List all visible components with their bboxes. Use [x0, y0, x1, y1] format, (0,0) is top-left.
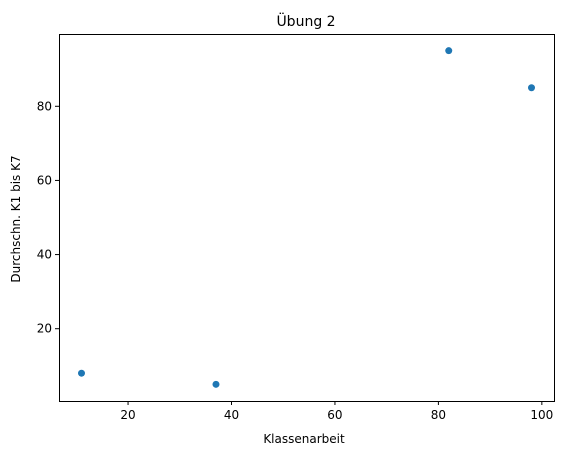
y-tick-label: 60	[37, 173, 52, 187]
x-tick-label: 60	[327, 408, 342, 422]
y-tick-label: 20	[37, 322, 52, 336]
data-point	[78, 369, 85, 377]
data-points	[78, 47, 535, 388]
y-axis-ticks: 20 40 60 80	[37, 99, 59, 336]
y-tick-label: 80	[37, 99, 52, 113]
data-point	[212, 380, 220, 388]
x-tick-label: 100	[530, 408, 553, 422]
x-tick-label: 40	[224, 408, 239, 422]
x-axis-label: Klassenarbeit	[263, 432, 345, 446]
data-point	[528, 84, 535, 92]
x-tick-label: 80	[431, 408, 446, 422]
plot-frame	[59, 34, 555, 402]
data-point	[445, 47, 453, 55]
x-axis-ticks: 20 40 60 80 100	[120, 401, 553, 422]
chart-title: Übung 2	[276, 12, 335, 30]
y-axis-label: Durchschn. K1 bis K7	[9, 155, 23, 282]
x-tick-label: 20	[120, 408, 135, 422]
y-tick-label: 40	[37, 248, 52, 262]
